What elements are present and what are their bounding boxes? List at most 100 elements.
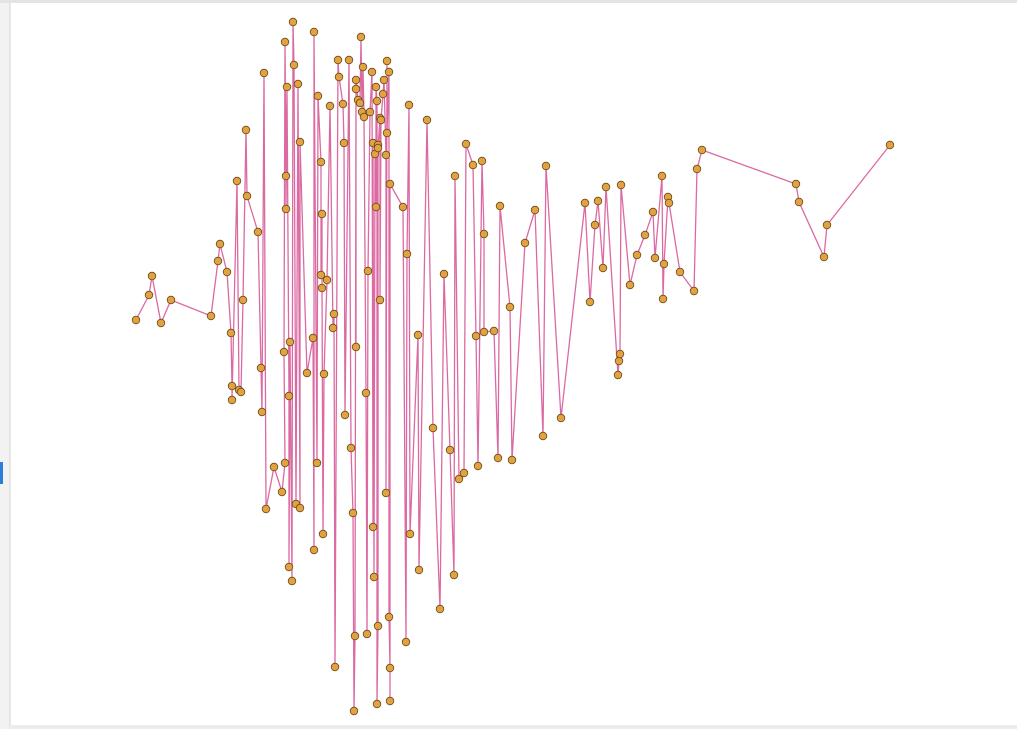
data-point bbox=[384, 612, 394, 622]
data-point bbox=[659, 259, 669, 269]
data-point bbox=[449, 570, 459, 580]
data-point bbox=[477, 156, 487, 166]
data-point bbox=[232, 176, 242, 186]
data-point bbox=[308, 333, 318, 343]
data-point bbox=[280, 458, 290, 468]
data-point bbox=[361, 388, 371, 398]
data-point bbox=[616, 180, 626, 190]
data-point bbox=[794, 197, 804, 207]
data-point bbox=[822, 220, 832, 230]
data-point bbox=[144, 290, 154, 300]
data-point bbox=[664, 198, 674, 208]
data-point bbox=[317, 283, 327, 293]
data-point bbox=[351, 84, 361, 94]
data-point bbox=[398, 202, 408, 212]
data-point bbox=[269, 462, 279, 472]
data-point bbox=[282, 82, 292, 92]
data-point bbox=[358, 62, 368, 72]
data-point bbox=[640, 230, 650, 240]
data-point bbox=[371, 82, 381, 92]
data-point bbox=[590, 220, 600, 230]
data-point bbox=[226, 328, 236, 338]
data-point bbox=[356, 32, 366, 42]
data-point bbox=[385, 179, 395, 189]
data-point bbox=[131, 315, 141, 325]
data-point bbox=[650, 253, 660, 263]
data-point bbox=[658, 294, 668, 304]
data-point bbox=[372, 96, 382, 106]
data-point bbox=[284, 562, 294, 572]
data-point bbox=[351, 75, 361, 85]
data-point bbox=[287, 576, 297, 586]
data-point bbox=[459, 468, 469, 478]
data-point bbox=[473, 461, 483, 471]
data-point bbox=[593, 196, 603, 206]
data-point bbox=[414, 565, 424, 575]
data-point bbox=[348, 508, 358, 518]
data-point bbox=[675, 267, 685, 277]
data-point bbox=[313, 91, 323, 101]
data-point bbox=[215, 239, 225, 249]
data-point bbox=[236, 387, 246, 397]
data-point bbox=[227, 381, 237, 391]
data-point bbox=[329, 309, 339, 319]
data-point bbox=[312, 458, 322, 468]
data-point bbox=[253, 227, 263, 237]
data-point bbox=[471, 331, 481, 341]
data-point bbox=[339, 138, 349, 148]
data-point bbox=[541, 161, 551, 171]
data-point bbox=[363, 266, 373, 276]
data-point bbox=[402, 249, 412, 259]
data-point bbox=[384, 67, 394, 77]
data-point bbox=[325, 101, 335, 111]
data-point bbox=[344, 55, 354, 65]
data-point bbox=[362, 629, 372, 639]
data-point bbox=[378, 89, 388, 99]
data-point bbox=[338, 99, 348, 109]
data-point bbox=[281, 204, 291, 214]
data-point bbox=[289, 60, 299, 70]
data-point bbox=[585, 297, 595, 307]
data-point bbox=[598, 263, 608, 273]
data-point bbox=[355, 98, 365, 108]
data-point bbox=[285, 337, 295, 347]
data-point bbox=[413, 330, 423, 340]
data-point bbox=[367, 67, 377, 77]
side-indicator bbox=[0, 462, 3, 484]
data-point bbox=[520, 238, 530, 248]
data-point bbox=[692, 164, 702, 174]
data-point bbox=[346, 443, 356, 453]
data-point bbox=[439, 269, 449, 279]
data-point bbox=[489, 326, 499, 336]
data-point bbox=[385, 696, 395, 706]
data-point bbox=[317, 209, 327, 219]
data-point bbox=[422, 115, 432, 125]
data-point bbox=[334, 72, 344, 82]
data-point bbox=[277, 487, 287, 497]
data-point bbox=[461, 139, 471, 149]
data-point bbox=[479, 229, 489, 239]
data-point bbox=[435, 604, 445, 614]
data-point bbox=[601, 182, 611, 192]
data-point bbox=[280, 37, 290, 47]
data-point bbox=[382, 56, 392, 66]
data-point bbox=[156, 318, 166, 328]
data-point bbox=[373, 621, 383, 631]
data-point bbox=[241, 125, 251, 135]
data-point bbox=[615, 349, 625, 359]
data-point bbox=[322, 275, 332, 285]
data-point bbox=[281, 171, 291, 181]
data-point bbox=[556, 413, 566, 423]
data-point bbox=[330, 662, 340, 672]
data-point bbox=[376, 115, 386, 125]
data-point bbox=[351, 342, 361, 352]
data-point bbox=[359, 112, 369, 122]
data-point bbox=[256, 363, 266, 373]
data-point bbox=[227, 395, 237, 405]
data-point bbox=[479, 327, 489, 337]
top-border bbox=[0, 0, 1017, 3]
data-point bbox=[213, 256, 223, 266]
data-point bbox=[295, 137, 305, 147]
data-point bbox=[206, 311, 216, 321]
data-point bbox=[401, 637, 411, 647]
